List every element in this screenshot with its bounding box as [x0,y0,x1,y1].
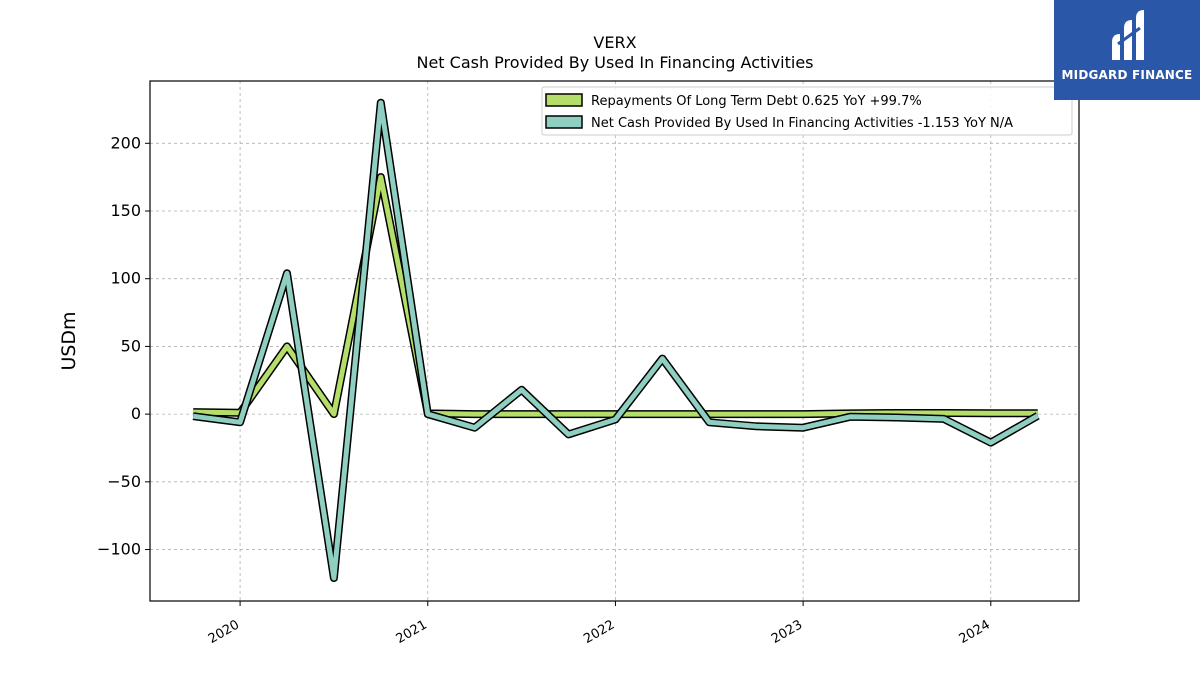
x-tick-label: 2022 [581,617,617,647]
y-axis-label: USDm [58,311,80,370]
x-tick-label: 2021 [394,617,430,647]
series-line-repayments [193,174,1038,417]
y-tick-label: −100 [97,540,141,559]
grid [150,81,1079,601]
y-tick-label: 200 [110,133,141,152]
y-axis: −100 −50 0 50 100 150 200 [97,133,150,559]
series-line-net-cash [192,100,1039,581]
plot-frame [149,80,1080,602]
chart-subtitle: Net Cash Provided By Used In Financing A… [416,53,813,72]
series-lines [192,98,1040,582]
y-tick-label: −50 [107,472,141,491]
legend-frame [541,86,1073,136]
legend-label-net-cash: Net Cash Provided By Used In Financing A… [591,116,1013,131]
legend: Repayments Of Long Term Debt 0.625 YoY +… [541,86,1073,136]
x-tick-label: 2020 [206,617,242,647]
legend-swatch-net-cash [545,115,583,129]
y-tick-label: 150 [110,201,141,220]
midgard-finance-logo: MIDGARD FINANCE [1054,0,1200,100]
series-outline-repayments [193,173,1038,419]
y-tick-label: 0 [131,404,141,423]
y-tick-label: 100 [110,269,141,288]
x-tick-label: 2023 [769,617,805,647]
y-tick-label: 50 [121,336,141,355]
logo-text: MIDGARD FINANCE [1061,68,1193,82]
logo-mark-icon [1112,10,1144,60]
legend-swatch-repayments [545,93,583,107]
x-axis: 2020 2021 2022 2023 2024 [206,601,993,647]
x-tick-label: 2024 [957,617,993,647]
chart-title: VERX [593,33,636,52]
legend-label-repayments: Repayments Of Long Term Debt 0.625 YoY +… [591,94,922,109]
